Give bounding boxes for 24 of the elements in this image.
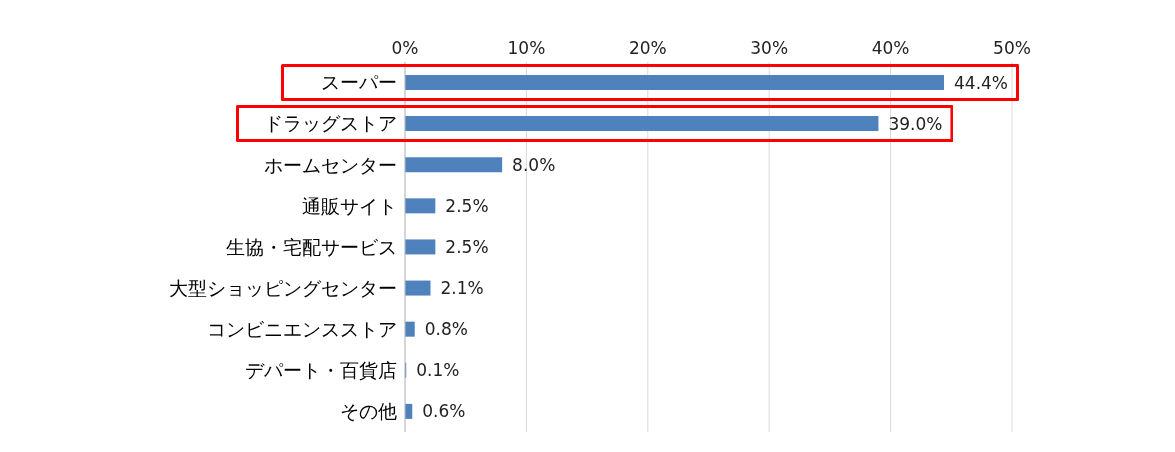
data-label: 2.1% xyxy=(440,278,484,299)
y-tick-label: スーパー xyxy=(321,71,397,94)
data-label: 2.5% xyxy=(445,195,489,216)
data-label: 0.6% xyxy=(422,401,466,422)
y-tick-label: ホームセンター xyxy=(264,153,397,176)
data-label: 8.0% xyxy=(512,154,556,175)
x-tick-label: 20% xyxy=(628,38,667,58)
y-tick-label: ドラッグストア xyxy=(264,112,397,135)
x-tick-label: 0% xyxy=(391,38,419,58)
y-tick-label: デパート・百貨店 xyxy=(245,359,397,382)
x-tick-label: 10% xyxy=(507,38,546,58)
y-tick-label: 通販サイト xyxy=(302,194,397,217)
y-tick-label: その他 xyxy=(340,400,397,423)
data-label: 39.0% xyxy=(888,113,943,134)
data-label: 0.1% xyxy=(416,360,460,381)
data-label: 0.8% xyxy=(424,319,468,340)
y-tick-label: 大型ショッピングセンター xyxy=(169,276,397,299)
y-tick-label: コンビニエンスストア xyxy=(207,317,397,340)
x-tick-label: 30% xyxy=(750,38,789,58)
y-tick-label: 生協・宅配サービス xyxy=(226,235,397,258)
x-tick-label: 50% xyxy=(993,38,1031,58)
data-label: 2.5% xyxy=(445,236,489,257)
x-tick-label: 40% xyxy=(871,38,910,58)
data-label: 44.4% xyxy=(954,72,1009,93)
